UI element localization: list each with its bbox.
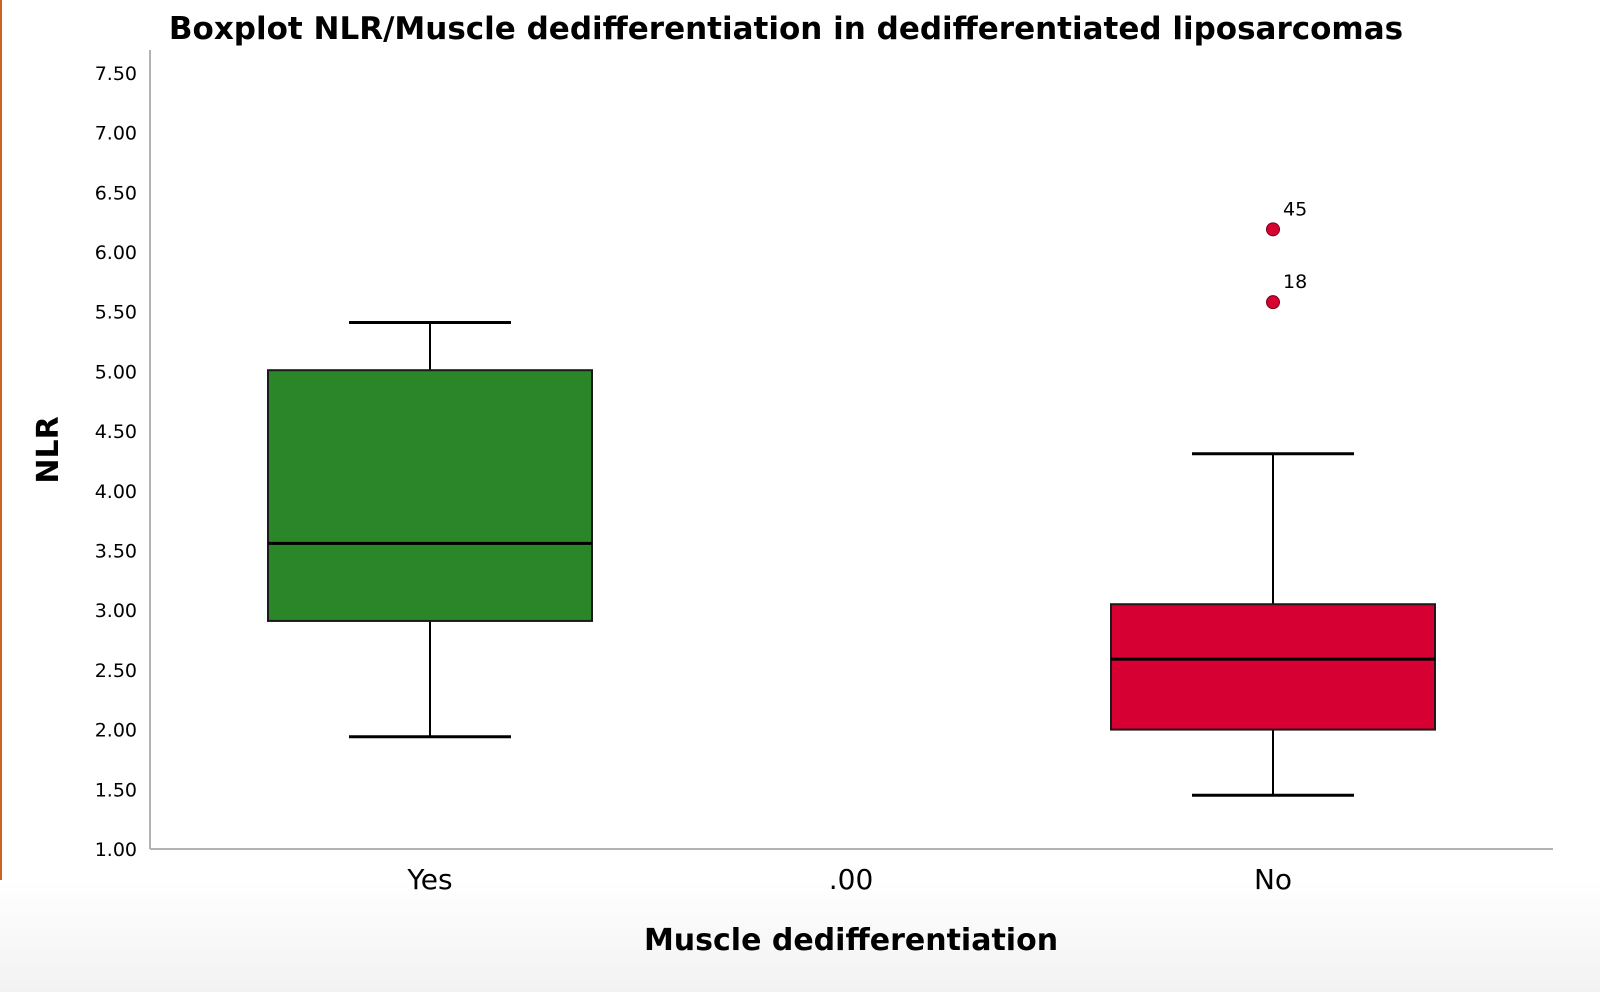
y-tick-label: 4.50 (95, 421, 137, 443)
y-tick-label: 7.50 (95, 63, 137, 85)
y-tick-label: 5.50 (95, 302, 137, 324)
y-axis-ticks: 1.00 1.50 2.00 2.50 3.00 3.50 4.00 4.50 5.00 5.50… (95, 63, 137, 861)
box-series: 45 18 (267, 198, 1436, 797)
y-tick-label: 6.50 (95, 182, 137, 204)
box-yes (267, 320, 593, 739)
chart-title: Boxplot NLR/Muscle dedifferentiation in … (169, 11, 1403, 47)
box-no: 45 18 (1110, 198, 1436, 797)
y-axis-title: NLR (31, 416, 66, 483)
x-tick-label: .00 (829, 863, 874, 896)
x-tick-label: No (1254, 863, 1292, 896)
bottom-shadow (0, 880, 1600, 992)
y-tick-label: 6.00 (95, 242, 137, 264)
outlier-label: 18 (1283, 271, 1307, 293)
y-tick-label: 1.00 (95, 839, 137, 861)
outlier-point (1266, 295, 1280, 310)
y-tick-label: 1.50 (95, 779, 137, 801)
x-axis-ticks: Yes .00 No (406, 863, 1292, 896)
y-tick-label: 2.00 (95, 720, 137, 742)
interquartile-box (267, 369, 593, 622)
outlier-point (1266, 222, 1280, 237)
y-tick-label: 5.00 (95, 361, 137, 383)
x-tick-label: Yes (406, 863, 452, 896)
y-tick-label: 3.00 (95, 600, 137, 622)
outlier-label: 45 (1283, 198, 1307, 220)
y-tick-label: 4.00 (95, 481, 137, 503)
window-edge (0, 0, 2, 992)
interquartile-box (1110, 603, 1436, 731)
axes (149, 50, 1553, 850)
x-axis-title: Muscle dedifferentiation (644, 923, 1058, 958)
y-tick-label: 7.00 (95, 123, 137, 145)
y-tick-label: 2.50 (95, 660, 137, 682)
y-tick-label: 3.50 (95, 541, 137, 563)
